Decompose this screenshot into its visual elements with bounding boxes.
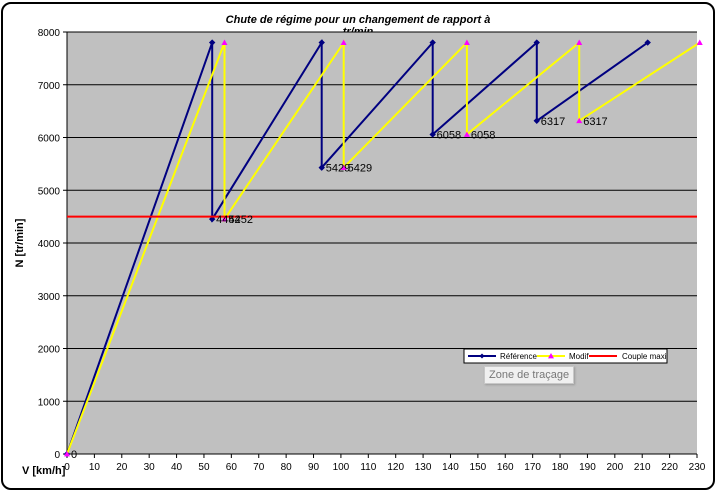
data-label-1: 4452: [216, 214, 240, 226]
data-label-3: 5429: [326, 163, 350, 175]
series-1-point-2[interactable]: [221, 216, 228, 222]
x-tick-label-4: 40: [171, 462, 183, 473]
series-line-0[interactable]: [66, 39, 649, 455]
legend-label-2: Couple maxi: [622, 352, 667, 361]
series-1-point-3[interactable]: [340, 39, 347, 45]
x-tick-label-5: 50: [198, 462, 210, 473]
x-tick-label-20: 200: [606, 462, 623, 473]
x-tick-label-16: 160: [497, 462, 514, 473]
series-1-point-9[interactable]: [696, 39, 703, 45]
data-label-0: 0: [71, 449, 77, 461]
series-0-point-4[interactable]: [318, 164, 325, 171]
x-tick-label-2: 20: [116, 462, 128, 473]
series-1-point-1[interactable]: [221, 39, 228, 45]
x-tick-label-1: 10: [89, 462, 101, 473]
chart-title-line-1: Chute de régime pour un changement de ra…: [225, 14, 491, 26]
x-tick-label-22: 220: [661, 462, 678, 473]
x-tick-label-13: 130: [415, 462, 432, 473]
x-tick-label-11: 110: [360, 462, 376, 473]
series-0-point-6[interactable]: [429, 131, 436, 138]
y-tick-label-7: 7000: [38, 81, 61, 92]
x-tick-label-9: 90: [308, 462, 320, 473]
y-tick-label-1: 1000: [38, 397, 61, 408]
x-tick-label-10: 100: [333, 462, 350, 473]
y-tick-label-3: 3000: [38, 292, 61, 303]
legend-label-0: Référence: [500, 352, 537, 361]
x-tick-label-0: 0: [64, 462, 70, 473]
series-0-point-2[interactable]: [208, 215, 216, 223]
legend-marker-0: [479, 353, 485, 359]
series-1-point-7[interactable]: [576, 39, 583, 45]
data-label-8: 6317: [583, 116, 607, 128]
series-0-point-9[interactable]: [644, 39, 651, 46]
series-0-point-8[interactable]: [533, 117, 540, 124]
series-0-point-1[interactable]: [208, 39, 216, 46]
data-label-4: 5429: [348, 163, 372, 175]
series-1-point-6[interactable]: [463, 131, 470, 137]
x-tick-label-7: 70: [253, 462, 265, 473]
x-tick-label-15: 150: [470, 462, 487, 473]
x-tick-label-18: 180: [552, 462, 569, 473]
x-tick-label-21: 210: [634, 462, 651, 473]
series-0-point-3[interactable]: [318, 39, 325, 46]
x-tick-label-6: 60: [226, 462, 238, 473]
x-tick-label-19: 190: [579, 462, 596, 473]
series-line-1[interactable]: [66, 39, 701, 455]
y-tick-label-4: 4000: [38, 239, 61, 250]
plot-area-tooltip: Zone de traçage: [484, 366, 575, 384]
y-axis-label: N [tr/min]: [14, 218, 26, 267]
y-tick-label-0: 0: [54, 450, 60, 461]
x-axis-label: V [km/h]: [22, 465, 66, 477]
series-1-point-0[interactable]: [64, 451, 70, 457]
y-tick-label-2: 2000: [38, 345, 61, 356]
series-1-point-8[interactable]: [576, 117, 583, 124]
x-tick-label-12: 120: [387, 462, 404, 473]
x-tick-label-3: 30: [144, 462, 156, 473]
data-label-7: 6317: [541, 116, 565, 128]
series-0-point-7[interactable]: [533, 39, 540, 46]
data-label-5: 6058: [437, 129, 461, 141]
legend-marker-1: [548, 353, 554, 359]
y-tick-label-6: 6000: [38, 134, 61, 145]
data-label-6: 6058: [471, 129, 495, 141]
series-1-point-4[interactable]: [340, 164, 347, 171]
legend-box: [463, 348, 668, 364]
y-tick-label-5: 5000: [38, 186, 61, 197]
x-tick-label-14: 140: [442, 462, 459, 473]
y-tick-label-8: 8000: [38, 28, 61, 39]
legend-label-1: Modif: [569, 352, 589, 361]
x-tick-label-17: 170: [524, 462, 541, 473]
x-tick-label-8: 80: [281, 462, 293, 473]
x-tick-label-23: 230: [689, 462, 706, 473]
data-label-2: 4452: [229, 214, 253, 226]
series-0-point-5[interactable]: [429, 39, 436, 46]
series-1-point-5[interactable]: [463, 39, 470, 45]
